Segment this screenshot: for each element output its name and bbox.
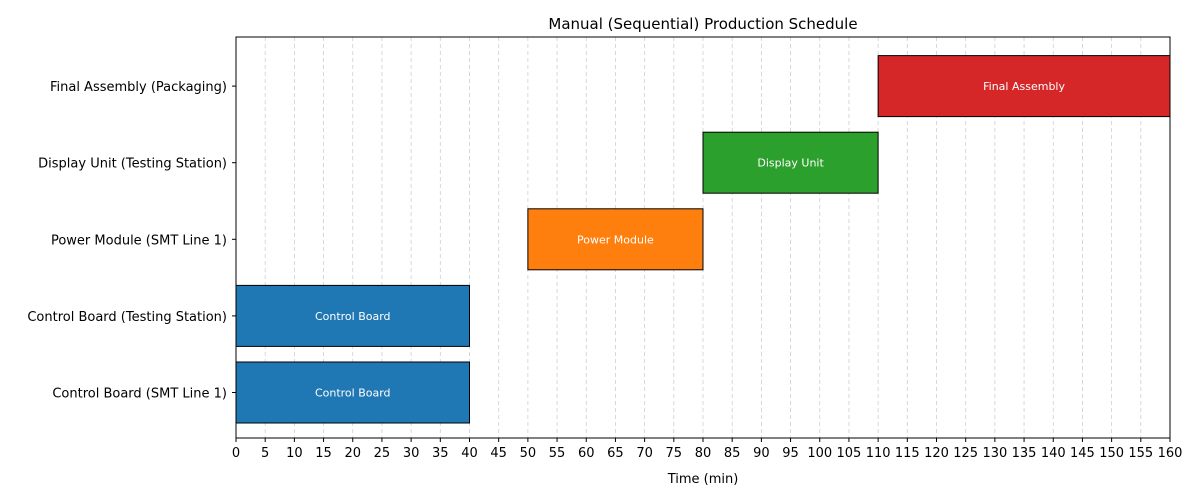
- x-tick-label: 55: [549, 446, 566, 461]
- task-bar-label: Control Board: [315, 310, 391, 323]
- x-tick-label: 90: [753, 446, 770, 461]
- task-bar: [527, 208, 704, 271]
- x-tick-label: 70: [636, 446, 653, 461]
- task-bar: [702, 131, 879, 194]
- x-tick-label: 35: [432, 446, 449, 461]
- x-tick-label: 30: [403, 446, 420, 461]
- x-tick-label: 105: [837, 446, 862, 461]
- x-tick-label: 100: [807, 446, 832, 461]
- x-tick-label: 135: [1012, 446, 1037, 461]
- task-bar-label: Power Module: [577, 233, 654, 246]
- x-tick-label: 145: [1070, 446, 1095, 461]
- x-axis-label: Time (min): [667, 472, 739, 487]
- axes-layer: 0 5 10 15 20 25 30 35 40 45 50 55 60 65 70 75 80 85 90 95 10…: [27, 80, 1182, 461]
- x-tick-label: 120: [924, 446, 949, 461]
- x-tick-label: 20: [344, 446, 361, 461]
- x-tick-label: 85: [724, 446, 741, 461]
- y-tick-label: Display Unit (Testing Station): [38, 157, 227, 172]
- x-tick-label: 15: [315, 446, 332, 461]
- x-tick-label: 40: [461, 446, 478, 461]
- task-bar-label: Display Unit: [757, 157, 824, 170]
- x-tick-label: 130: [982, 446, 1007, 461]
- task-bar: [235, 284, 470, 347]
- x-tick-label: 45: [490, 446, 507, 461]
- x-tick-label: 60: [578, 446, 595, 461]
- x-tick-label: 115: [895, 446, 920, 461]
- x-tick-label: 95: [782, 446, 799, 461]
- x-tick-label: 80: [695, 446, 712, 461]
- x-tick-label: 10: [286, 446, 303, 461]
- chart-title: Manual (Sequential) Production Schedule: [548, 15, 857, 33]
- x-tick-label: 110: [866, 446, 891, 461]
- x-tick-label: 140: [1041, 446, 1066, 461]
- y-tick-label: Control Board (SMT Line 1): [52, 387, 227, 402]
- task-bar: [877, 55, 1171, 118]
- x-tick-label: 5: [261, 446, 269, 461]
- y-tick-label: Final Assembly (Packaging): [50, 80, 227, 95]
- task-bar: [235, 361, 470, 424]
- x-tick-label: 150: [1099, 446, 1124, 461]
- y-tick-label: Control Board (Testing Station): [27, 310, 227, 325]
- task-bar-label: Final Assembly: [983, 80, 1065, 93]
- x-tick-label: 25: [374, 446, 391, 461]
- x-tick-label: 125: [953, 446, 978, 461]
- x-tick-label: 0: [232, 446, 240, 461]
- x-tick-label: 50: [520, 446, 537, 461]
- task-bar-label: Control Board: [315, 387, 391, 400]
- bars-layer: Control Board Control Board Power Module Di…: [235, 55, 1171, 424]
- x-tick-label: 160: [1158, 446, 1183, 461]
- x-tick-label: 65: [607, 446, 624, 461]
- y-tick-label: Power Module (SMT Line 1): [51, 233, 227, 248]
- x-tick-label: 155: [1128, 446, 1153, 461]
- x-tick-label: 75: [666, 446, 683, 461]
